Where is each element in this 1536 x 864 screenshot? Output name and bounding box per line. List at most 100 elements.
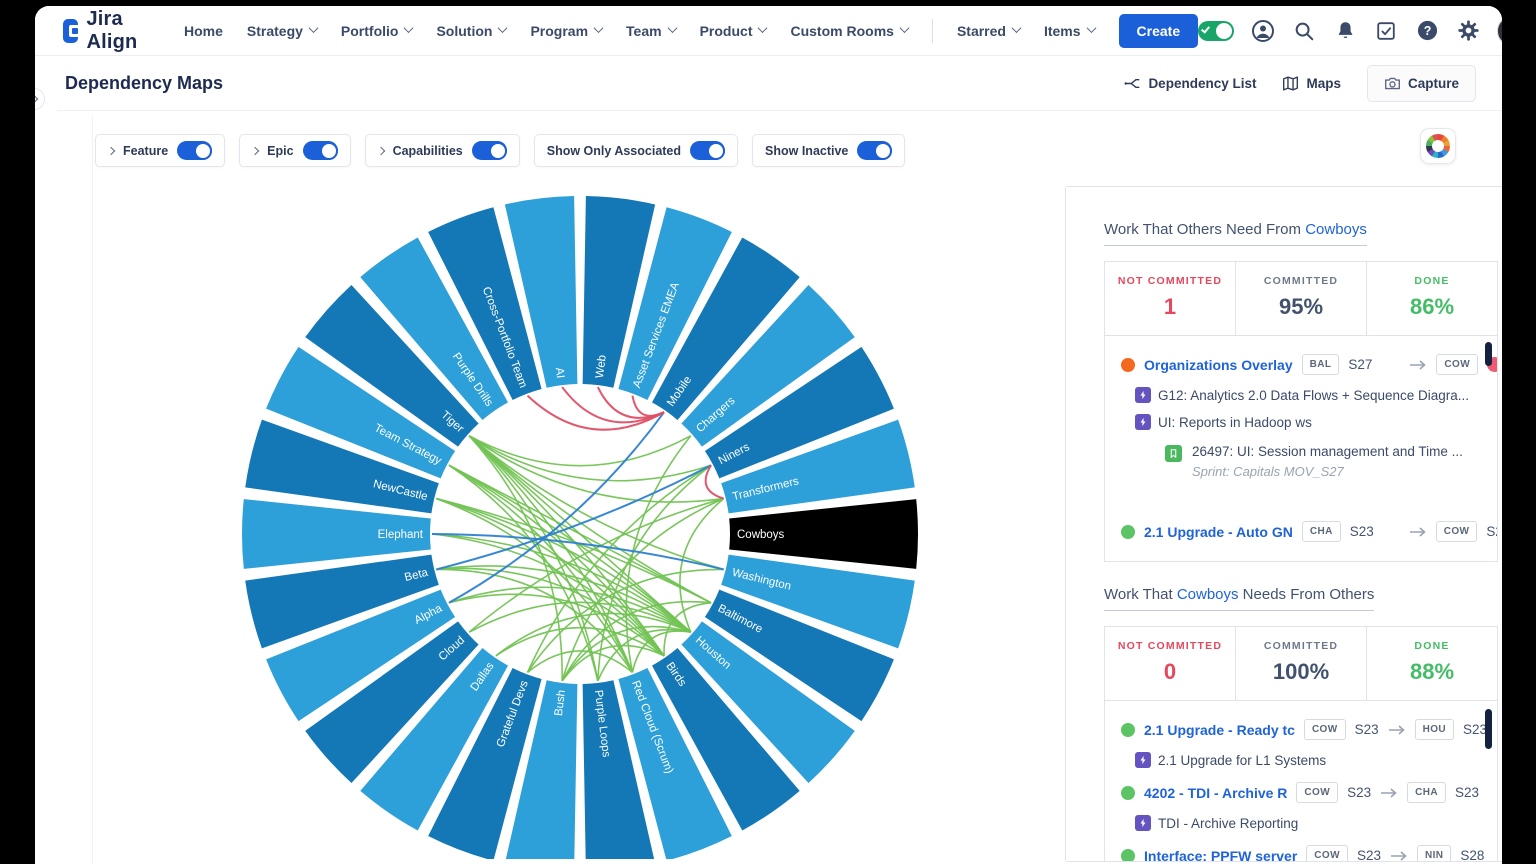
- dependency-chord[interactable]: [526, 568, 724, 673]
- create-button[interactable]: Create: [1118, 13, 1199, 48]
- dependency-chord[interactable]: [448, 586, 692, 633]
- nav-item-program[interactable]: Program: [520, 15, 612, 47]
- dependency-chord[interactable]: [468, 601, 692, 633]
- nav-item-team[interactable]: Team: [616, 15, 686, 47]
- dependency-chord[interactable]: [468, 435, 692, 467]
- wheel-segment[interactable]: [504, 196, 578, 388]
- color-wheel-button[interactable]: [1420, 128, 1456, 164]
- team-label[interactable]: Web: [594, 354, 609, 379]
- nav-item-items[interactable]: Items: [1034, 15, 1105, 47]
- dependency-chord[interactable]: [431, 533, 665, 657]
- dependency-chord[interactable]: [561, 497, 725, 682]
- user-icon[interactable]: [1251, 19, 1275, 43]
- dependency-link[interactable]: 4202 - TDI - Archive R: [1144, 784, 1288, 801]
- user-avatar[interactable]: [1497, 15, 1502, 46]
- dependency-wheel-chart[interactable]: CowboysWashingtonBaltimoreHoustonBirdsRe…: [235, 191, 927, 859]
- maps-button[interactable]: Maps: [1282, 75, 1341, 92]
- wheel-segment[interactable]: [582, 196, 656, 388]
- filter-show-inactive[interactable]: Show Inactive: [752, 134, 906, 167]
- wheel-segment[interactable]: [266, 589, 456, 722]
- wheel-segment[interactable]: [245, 419, 439, 514]
- dependency-chord[interactable]: [597, 628, 691, 682]
- dependency-chord[interactable]: [527, 650, 633, 674]
- bell-icon[interactable]: [1333, 19, 1357, 43]
- dependency-chord[interactable]: [526, 464, 712, 673]
- dependency-chord[interactable]: [663, 601, 712, 656]
- epic-toggle[interactable]: [302, 141, 338, 160]
- wheel-segment[interactable]: [428, 207, 542, 400]
- dependency-chord[interactable]: [468, 435, 712, 482]
- filter-capabilities[interactable]: Capabilities: [364, 134, 520, 167]
- team-label[interactable]: AI: [553, 367, 566, 379]
- wheel-segment[interactable]: [241, 499, 431, 569]
- dependency-list-button[interactable]: Dependency List: [1124, 75, 1256, 92]
- wheel-segment[interactable]: [266, 346, 456, 479]
- filter-epic[interactable]: Epic: [239, 134, 351, 167]
- capture-button[interactable]: Capture: [1366, 64, 1476, 102]
- nav-item-home[interactable]: Home: [183, 22, 223, 39]
- jira-align-logo[interactable]: Jira Align: [63, 8, 146, 54]
- cowboys-link[interactable]: Cowboys: [1305, 221, 1367, 238]
- wheel-segment[interactable]: [652, 647, 800, 831]
- dependency-chord[interactable]: [561, 644, 665, 682]
- wheel-segment[interactable]: [305, 284, 479, 447]
- wheel-segment[interactable]: [721, 554, 915, 649]
- dependency-chord[interactable]: [448, 464, 634, 673]
- wheel-segment[interactable]: [704, 346, 894, 479]
- dependency-chord[interactable]: [495, 612, 692, 657]
- status-toggle[interactable]: [1198, 20, 1235, 41]
- team-label[interactable]: Bush: [553, 689, 568, 716]
- show-inactive-toggle[interactable]: [857, 141, 893, 160]
- wheel-segment[interactable]: [245, 554, 439, 649]
- dependency-chord[interactable]: [561, 600, 712, 682]
- wheel-segment[interactable]: [582, 680, 656, 859]
- dependency-link[interactable]: Interface: PPFW server: [1144, 847, 1298, 862]
- dependency-link[interactable]: Organizations Overlay: [1144, 356, 1293, 373]
- wheel-segment[interactable]: [618, 207, 732, 400]
- nav-item-portfolio[interactable]: Portfolio: [331, 15, 423, 47]
- dependency-chord[interactable]: [468, 435, 724, 503]
- dependency-chord[interactable]: [468, 435, 563, 681]
- dependency-chord[interactable]: [468, 435, 599, 682]
- dependency-chord[interactable]: [597, 464, 712, 681]
- dependency-chord[interactable]: [468, 435, 712, 604]
- dependency-link[interactable]: 2.1 Upgrade - Ready tc: [1144, 721, 1295, 738]
- filter-feature[interactable]: Feature: [95, 134, 226, 167]
- scrollbar-thumb[interactable]: [1485, 709, 1492, 749]
- dependency-chord[interactable]: [495, 626, 665, 657]
- nav-item-strategy[interactable]: Strategy: [237, 15, 327, 47]
- search-icon[interactable]: [1292, 19, 1316, 43]
- wheel-segment[interactable]: [729, 499, 919, 569]
- cowboys-link[interactable]: Cowboys: [1176, 586, 1239, 603]
- dependency-chord[interactable]: [526, 394, 665, 431]
- dependency-chord[interactable]: [704, 464, 724, 500]
- settings-gear-icon[interactable]: [1456, 19, 1480, 43]
- dependency-chord[interactable]: [431, 533, 724, 571]
- dependency-chord[interactable]: [431, 533, 692, 633]
- wheel-segment[interactable]: [618, 668, 732, 859]
- nav-item-solution[interactable]: Solution: [426, 15, 516, 47]
- dependency-chord[interactable]: [436, 497, 692, 633]
- wheel-segment[interactable]: [305, 621, 479, 784]
- dependency-chord[interactable]: [448, 464, 712, 604]
- wheel-segment[interactable]: [721, 419, 915, 514]
- feature-toggle[interactable]: [177, 141, 213, 160]
- show-only-associated-toggle[interactable]: [690, 141, 726, 160]
- team-label[interactable]: Cowboys: [737, 529, 785, 541]
- wheel-segment[interactable]: [428, 668, 542, 859]
- nav-item-starred[interactable]: Starred: [947, 15, 1030, 47]
- dependency-chord[interactable]: [436, 497, 634, 673]
- help-icon[interactable]: ?: [1415, 19, 1439, 43]
- dependency-chord[interactable]: [448, 464, 599, 682]
- tasks-icon[interactable]: [1374, 19, 1398, 43]
- dependency-chord[interactable]: [436, 567, 665, 657]
- wheel-segment[interactable]: [704, 589, 894, 722]
- scrollbar-thumb[interactable]: [1485, 342, 1492, 366]
- dependency-chord[interactable]: [448, 593, 665, 657]
- dependency-chord[interactable]: [436, 565, 692, 633]
- nav-item-product[interactable]: Product: [690, 15, 777, 47]
- dependency-chord[interactable]: [468, 435, 724, 571]
- dependency-chord[interactable]: [625, 435, 692, 673]
- wheel-segment[interactable]: [505, 680, 578, 859]
- dependency-chord[interactable]: [631, 630, 691, 673]
